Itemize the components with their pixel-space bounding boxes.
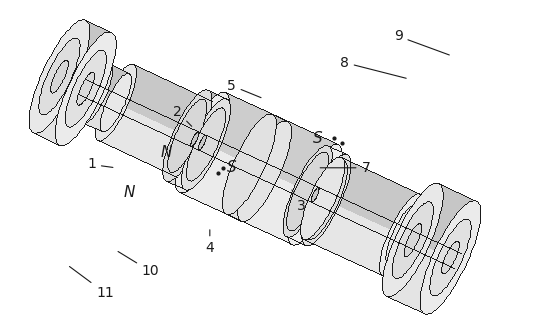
Text: S: S — [226, 160, 236, 175]
Text: 11: 11 — [69, 266, 114, 300]
Text: 8: 8 — [340, 56, 406, 78]
Text: 1: 1 — [87, 158, 113, 171]
Text: S: S — [313, 131, 322, 146]
Text: 5: 5 — [227, 79, 261, 98]
Text: 3: 3 — [292, 190, 306, 213]
Text: N: N — [161, 145, 173, 161]
Text: 7: 7 — [320, 161, 370, 175]
Text: 9: 9 — [394, 29, 449, 55]
Text: 10: 10 — [118, 251, 159, 278]
Text: N: N — [123, 185, 135, 200]
Text: 4: 4 — [206, 230, 214, 255]
Text: 2: 2 — [173, 105, 192, 126]
